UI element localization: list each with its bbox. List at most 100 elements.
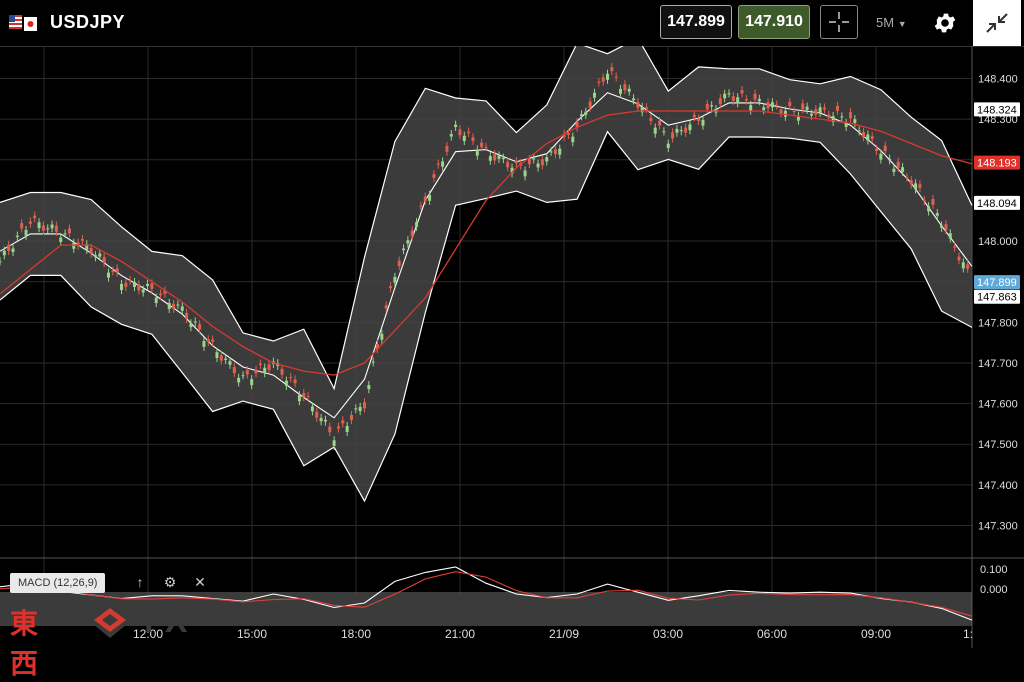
macd-controls: ↑ ⚙ ✕ (132, 574, 208, 591)
candle-body (571, 136, 575, 143)
y-tick-label: 148.300 (978, 114, 1018, 126)
x-tick-label: 1: (963, 627, 973, 641)
timeframe-select[interactable]: 5M ▼ (876, 15, 907, 30)
price-tag-box (974, 195, 1020, 210)
candle-body (692, 114, 696, 118)
candle-body (133, 281, 137, 287)
candle-body (966, 264, 970, 269)
candle-body (801, 103, 805, 110)
candle-body (33, 215, 37, 219)
candle-body (267, 364, 271, 371)
y-tick-label: 147.800 (978, 317, 1018, 329)
candle-body (640, 106, 644, 113)
bid-price-button[interactable]: 147.899 (660, 5, 732, 39)
candle-body (710, 105, 714, 107)
candle-body (120, 283, 123, 291)
candle-body (575, 122, 579, 128)
x-tick-label: 18:00 (341, 627, 371, 641)
candle-body (688, 124, 692, 131)
candle-body (85, 244, 89, 250)
ask-price-button[interactable]: 147.910 (738, 5, 810, 39)
candle-body (150, 283, 154, 289)
candle-body (98, 253, 102, 257)
candle-body (7, 244, 11, 252)
candle-body (358, 406, 362, 412)
close-icon[interactable]: ✕ (194, 574, 206, 590)
candle-body (862, 132, 866, 138)
crosshair-button[interactable] (820, 5, 858, 39)
candle-body (24, 229, 28, 236)
candle-body (141, 289, 145, 293)
candle-body (154, 297, 158, 304)
candle-body (922, 199, 926, 202)
candle-body (545, 157, 549, 162)
candle-body (423, 196, 427, 201)
candle-body (749, 105, 753, 111)
price-tag-label: 148.094 (977, 198, 1017, 210)
candle-body (927, 206, 931, 212)
candle-body (844, 122, 848, 127)
candle-body (514, 161, 518, 164)
candle-body (454, 124, 458, 128)
candle-body (953, 246, 957, 248)
gear-icon[interactable] (932, 10, 958, 36)
candle-body (697, 118, 701, 121)
candle-body (879, 153, 883, 160)
candle-body (432, 174, 436, 178)
bollinger-lower-line (0, 130, 973, 503)
candle-body (180, 306, 184, 311)
timeframe-label: 5M (876, 15, 895, 30)
macd-axis-label: 0.000 (980, 584, 1008, 596)
candle-body (523, 170, 527, 177)
candle-body (258, 363, 262, 366)
candle-body (814, 109, 818, 115)
candle-body (189, 323, 193, 328)
x-tick-label: 15:00 (237, 627, 267, 641)
candle-body (584, 111, 588, 115)
candle-body (549, 151, 553, 153)
candle-body (280, 368, 284, 375)
candle-body (888, 158, 892, 161)
candle-body (102, 256, 106, 263)
candle-body (809, 113, 813, 116)
candle-body (137, 284, 141, 291)
collapse-button[interactable] (973, 0, 1021, 46)
candle-body (15, 235, 19, 238)
candle-body (2, 250, 6, 256)
candle-body (449, 133, 453, 137)
candle-body (93, 255, 97, 258)
candle-body (50, 224, 54, 229)
candle-body (284, 380, 288, 386)
candle-body (675, 128, 679, 133)
candle-body (718, 98, 722, 105)
candle-body (753, 93, 757, 100)
candle-body (766, 102, 770, 109)
candle-body (831, 116, 835, 123)
candle-body (623, 84, 627, 91)
candle-body (679, 130, 683, 132)
candle-body (853, 119, 857, 124)
chevron-down-icon: ▼ (897, 19, 907, 29)
price-chart[interactable]: 148.400148.300148.200148.000147.900147.8… (0, 46, 1024, 648)
candle-body (193, 321, 197, 323)
candle-body (219, 355, 223, 361)
candle-body (11, 248, 15, 252)
up-arrow-icon[interactable]: ↑ (136, 574, 144, 590)
candle-body (176, 304, 180, 306)
candle-body (428, 194, 432, 201)
x-tick-label: 21:00 (445, 627, 475, 641)
candle-body (627, 88, 631, 92)
y-tick-label: 147.700 (978, 358, 1018, 370)
candle-body (614, 76, 618, 78)
candle-body (770, 102, 774, 108)
y-tick-label: 147.500 (978, 439, 1018, 451)
gear-icon[interactable]: ⚙ (163, 574, 177, 590)
bollinger-upper-line (0, 46, 973, 391)
candle-body (723, 93, 727, 99)
candle-body (306, 396, 310, 398)
candle-body (54, 225, 58, 232)
macd-label[interactable]: MACD (12,26,9) (10, 573, 106, 593)
candle-body (111, 270, 115, 272)
candle-body (263, 367, 267, 374)
candle-body (202, 341, 206, 347)
